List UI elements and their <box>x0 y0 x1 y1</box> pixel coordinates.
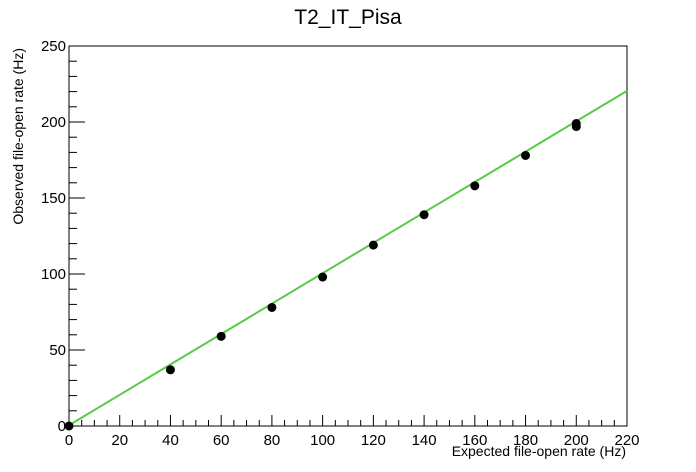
x-tick-label: 80 <box>264 432 281 449</box>
data-point <box>267 302 277 312</box>
x-axis-tick-labels: 0 20 40 60 80 100 120 140 160 180 200 220 <box>65 432 640 449</box>
data-point <box>368 240 378 250</box>
data-point <box>216 331 226 341</box>
y-tick-label: 0 <box>58 418 66 435</box>
x-tick-label: 220 <box>614 432 639 449</box>
data-point <box>571 119 581 129</box>
fit-line <box>68 89 628 427</box>
y-tick-label: 50 <box>49 342 66 359</box>
chart-title: T2_IT_Pisa <box>294 6 402 29</box>
x-tick-label: 180 <box>513 432 538 449</box>
x-tick-label: 40 <box>162 432 179 449</box>
x-tick-label: 160 <box>462 432 487 449</box>
x-tick-label: 120 <box>361 432 386 449</box>
y-tick-label: 200 <box>41 114 66 131</box>
data-point <box>470 181 480 191</box>
y-axis-title: Observed file-open rate (Hz) <box>10 48 26 225</box>
data-points <box>64 119 581 431</box>
data-point <box>165 365 175 375</box>
y-tick-label: 250 <box>41 38 66 55</box>
y-tick-label: 150 <box>41 190 66 207</box>
x-axis-ticks <box>68 415 628 426</box>
data-point <box>521 150 531 160</box>
x-tick-label: 100 <box>310 432 335 449</box>
plot-frame <box>68 45 628 427</box>
y-axis-tick-labels: 0 50 100 150 200 250 <box>41 38 66 435</box>
x-tick-label: 200 <box>564 432 589 449</box>
x-axis-title: Expected file-open rate (Hz) <box>452 443 626 459</box>
data-point <box>318 272 328 282</box>
y-tick-label: 100 <box>41 266 66 283</box>
y-axis-ticks <box>69 45 85 427</box>
x-tick-label: 60 <box>213 432 230 449</box>
x-tick-label: 20 <box>111 432 128 449</box>
data-point <box>419 210 429 220</box>
x-tick-label: 0 <box>65 432 73 449</box>
data-point <box>64 421 74 431</box>
x-tick-label: 140 <box>412 432 437 449</box>
